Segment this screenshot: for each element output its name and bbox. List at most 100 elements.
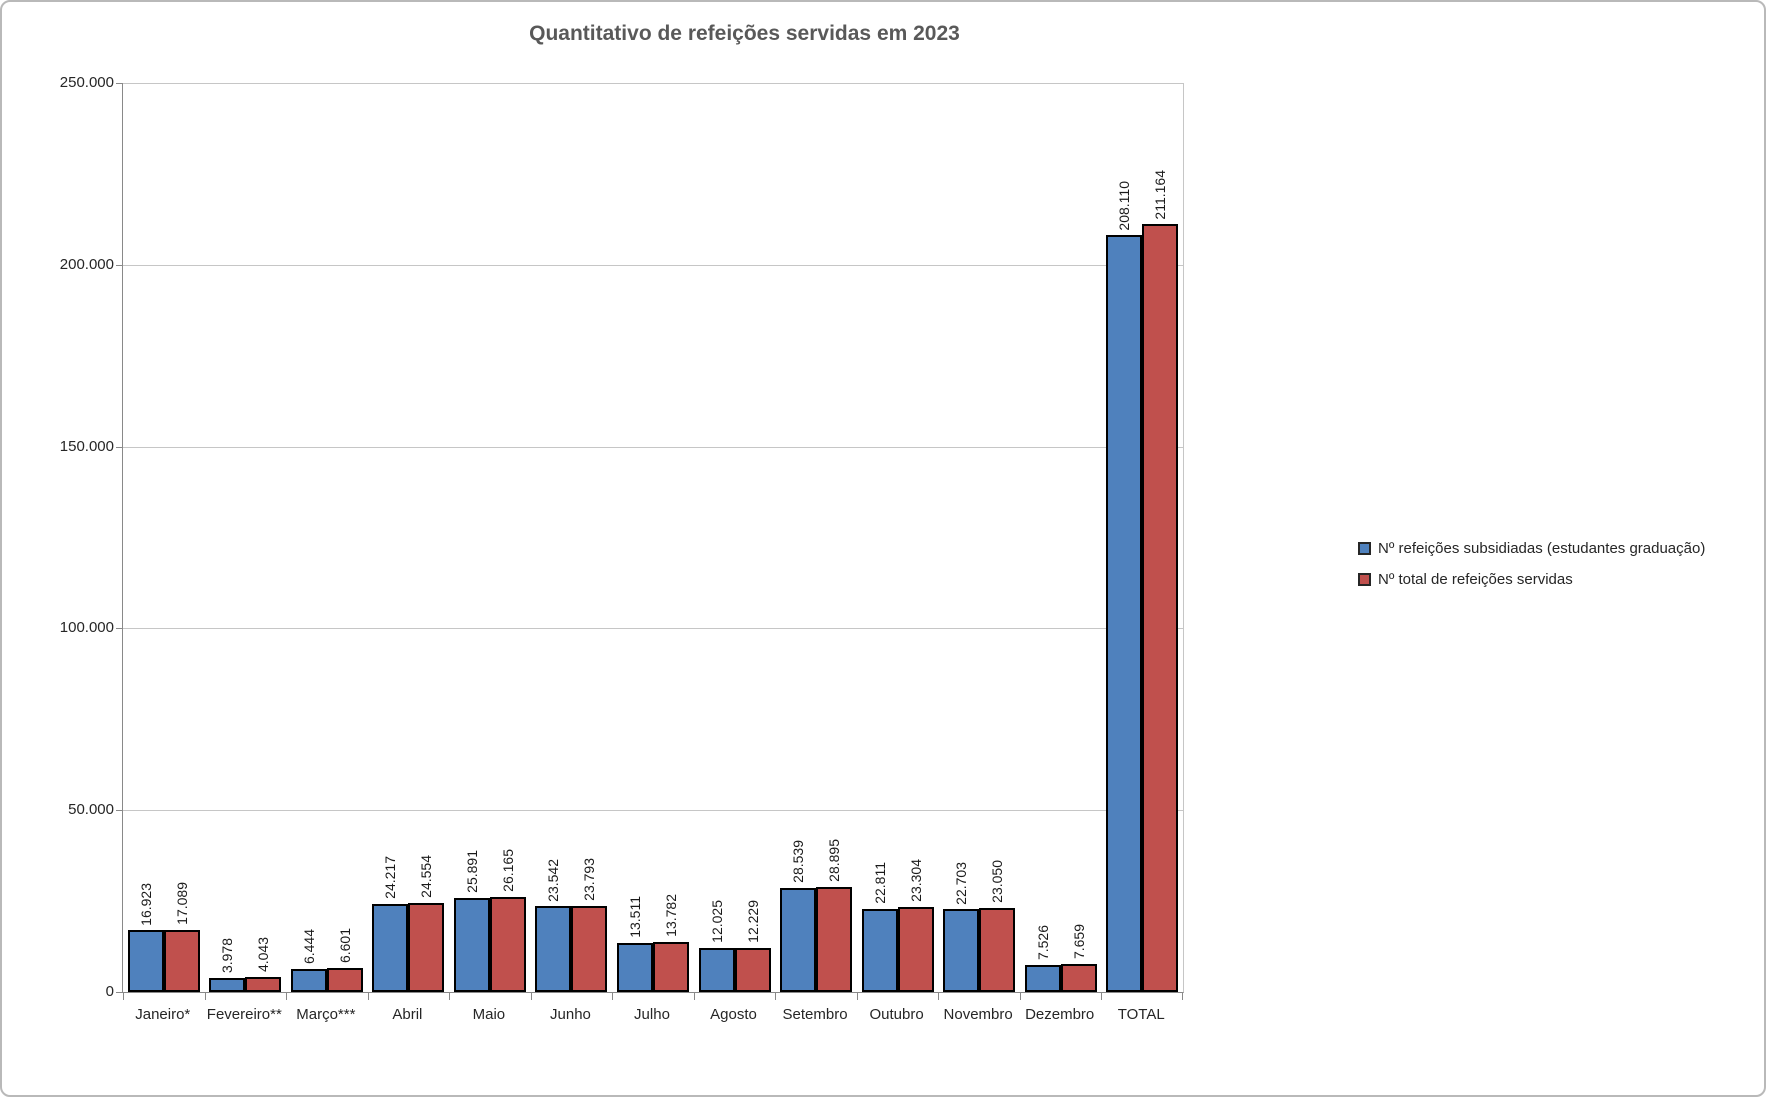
x-axis-tick xyxy=(1019,993,1021,1000)
x-axis-tick xyxy=(204,993,206,1000)
bar-group-total: 208.110 211.164 xyxy=(1101,83,1183,992)
bar-series2-dezembro xyxy=(1060,964,1097,992)
bar-group-abril: 24.217 24.554 xyxy=(368,83,450,992)
x-axis-tick xyxy=(938,993,940,1000)
bar-group-dezembro: 7.526 7.659 xyxy=(1020,83,1102,992)
bar-series1-fevereiro xyxy=(209,977,246,992)
bar-group-julho: 13.511 13.782 xyxy=(612,83,694,992)
data-label-series2-total: 211.164 xyxy=(1152,169,1169,220)
legend: Nº refeições subsidiadas (estudantes gra… xyxy=(1358,540,1705,602)
x-axis-label-janeiro: Janeiro* xyxy=(135,1006,191,1023)
bar-series2-maio xyxy=(489,896,526,992)
x-axis-label-outubro: Outubro xyxy=(869,1006,924,1023)
data-label-series2-agosto: 12.229 xyxy=(744,899,761,943)
bar-group-outubro: 22.811 23.304 xyxy=(857,83,939,992)
bar-series1-julho xyxy=(616,942,653,992)
legend-item-subsidiadas: Nº refeições subsidiadas (estudantes gra… xyxy=(1358,540,1705,557)
x-axis-label-maio: Maio xyxy=(472,1006,506,1023)
data-label-series2-janeiro: 17.089 xyxy=(173,882,190,925)
bar-series2-janeiro xyxy=(163,929,200,992)
x-axis-tick xyxy=(530,993,532,1000)
bar-group-maio: 25.891 26.165 xyxy=(449,83,531,992)
data-label-series1-julho: 13.511 xyxy=(626,896,643,938)
bar-group-janeiro: 16.923 17.089 xyxy=(123,83,205,992)
x-axis-tick xyxy=(856,993,858,1000)
y-axis-tick-label: 0 xyxy=(105,983,114,1000)
y-axis-tick xyxy=(116,628,123,630)
x-axis-tick xyxy=(1182,993,1183,1000)
bar-series1-janeiro xyxy=(127,930,164,992)
x-axis-tick xyxy=(693,993,695,1000)
bar-series1-agosto xyxy=(698,948,735,992)
x-axis-label-dezembro: Dezembro xyxy=(1025,1006,1095,1023)
data-label-series2-setembro: 28.895 xyxy=(826,839,843,882)
plot-area: 16.923 17.089 3.978 4.043 6.444 6.601 24.217 24… xyxy=(116,83,1184,1000)
bar-series1-dezembro xyxy=(1024,964,1061,992)
bar-series2-total xyxy=(1142,224,1179,992)
data-label-series2-abril: 24.554 xyxy=(418,854,435,898)
gridline-50000 xyxy=(123,810,1183,812)
x-axis-label-novembro: Novembro xyxy=(943,1006,1013,1023)
x-axis-tick xyxy=(449,993,451,1000)
bar-series1-setembro xyxy=(780,888,817,992)
bar-series1-outubro xyxy=(861,909,898,992)
bar-series2-novembro xyxy=(979,908,1016,992)
x-axis-label-setembro: Setembro xyxy=(782,1006,848,1023)
gridline-200000 xyxy=(123,264,1183,266)
data-label-series2-novembro: 23.050 xyxy=(989,860,1006,904)
legend-label-total: Nº total de refeições servidas xyxy=(1378,571,1573,588)
data-label-series1-janeiro: 16.923 xyxy=(137,882,154,926)
x-axis-label-fevereiro: Fevereiro** xyxy=(206,1006,282,1023)
x-axis-label-julho: Julho xyxy=(634,1006,670,1023)
data-label-series2-junho: 23.793 xyxy=(581,857,598,901)
bar-group-março: 6.444 6.601 xyxy=(286,83,368,992)
x-axis-tick xyxy=(775,993,777,1000)
bar-series2-março xyxy=(326,968,363,992)
data-label-series1-maio: 25.891 xyxy=(463,850,480,893)
y-axis-tick-label: 250.000 xyxy=(59,74,114,91)
x-axis-tick xyxy=(612,993,614,1000)
bar-series1-maio xyxy=(453,897,490,992)
bar-group-setembro: 28.539 28.895 xyxy=(775,83,857,992)
x-axis-label-junho: Junho xyxy=(550,1006,591,1023)
data-label-series1-fevereiro: 3.978 xyxy=(219,937,236,973)
y-axis-tick xyxy=(116,446,123,448)
gridline-150000 xyxy=(123,446,1183,448)
bar-series2-junho xyxy=(571,905,608,992)
bar-series1-abril xyxy=(372,903,409,992)
bar-group-junho: 23.542 23.793 xyxy=(531,83,613,992)
data-label-series1-março: 6.444 xyxy=(300,928,317,964)
legend-marker-blue-icon xyxy=(1358,542,1371,555)
data-label-series1-outubro: 22.811 xyxy=(871,862,888,905)
bar-series1-junho xyxy=(535,906,572,992)
data-label-series1-abril: 24.217 xyxy=(382,856,399,899)
y-axis-tick-label: 150.000 xyxy=(59,437,114,455)
data-label-series2-outubro: 23.304 xyxy=(907,859,924,903)
x-axis-label-março: Março*** xyxy=(296,1006,356,1023)
bar-series1-março xyxy=(290,968,327,992)
bar-group-agosto: 12.025 12.229 xyxy=(694,83,776,992)
y-axis-tick xyxy=(116,810,123,812)
y-axis-tick-label: 200.000 xyxy=(59,255,114,273)
data-label-series2-maio: 26.165 xyxy=(499,849,516,892)
bar-series2-julho xyxy=(652,941,689,992)
legend-item-total: Nº total de refeições servidas xyxy=(1358,571,1705,588)
data-label-series1-novembro: 22.703 xyxy=(953,861,970,905)
data-label-series1-agosto: 12.025 xyxy=(708,900,725,944)
data-label-series2-março: 6.601 xyxy=(336,927,353,963)
data-label-series2-fevereiro: 4.043 xyxy=(255,937,272,973)
bar-group-novembro: 22.703 23.050 xyxy=(938,83,1020,992)
bar-series1-total xyxy=(1106,235,1143,992)
gridline-100000 xyxy=(123,628,1183,630)
gridline-250000 xyxy=(123,83,1183,84)
x-axis-labels: Janeiro* Fevereiro** Março*** Abril Maio Junh… xyxy=(122,1005,1182,1035)
bar-series2-fevereiro xyxy=(245,977,282,992)
y-axis-tick xyxy=(116,264,123,266)
data-label-series1-total: 208.110 xyxy=(1116,180,1133,231)
x-axis-tick xyxy=(286,993,288,1000)
y-axis-tick-label: 100.000 xyxy=(59,619,114,637)
x-axis-label-abril: Abril xyxy=(392,1006,423,1023)
y-axis-tick xyxy=(116,992,123,993)
bar-series2-outubro xyxy=(897,907,934,992)
